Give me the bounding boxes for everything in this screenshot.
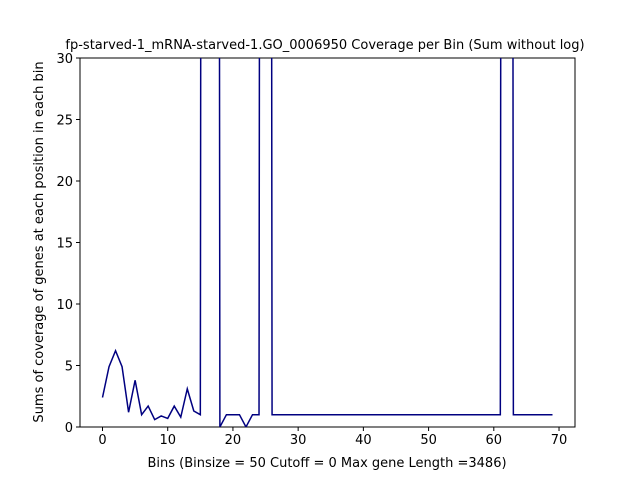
x-tick-label: 20 xyxy=(225,433,242,448)
y-tick-label: 5 xyxy=(65,360,73,375)
y-tick-label: 20 xyxy=(56,175,73,190)
x-tick-label: 70 xyxy=(551,433,568,448)
x-tick-label: 10 xyxy=(159,433,176,448)
y-tick-label: 15 xyxy=(56,237,73,252)
y-tick-label: 10 xyxy=(56,298,73,313)
y-axis-label: Sums of coverage of genes at each positi… xyxy=(32,61,47,422)
x-tick-label: 40 xyxy=(355,433,372,448)
y-tick-label: 0 xyxy=(65,421,73,436)
y-tick-label: 30 xyxy=(56,52,73,67)
chart-title: fp-starved-1_mRNA-starved-1.GO_0006950 C… xyxy=(65,38,584,53)
y-tick-label: 25 xyxy=(56,114,73,129)
data-line xyxy=(101,58,553,427)
x-tick-label: 0 xyxy=(98,433,106,448)
x-tick-label: 50 xyxy=(420,433,437,448)
x-tick-label: 60 xyxy=(486,433,503,448)
x-axis-label: Bins (Binsize = 50 Cutoff = 0 Max gene L… xyxy=(147,456,506,471)
x-tick-label: 30 xyxy=(290,433,307,448)
